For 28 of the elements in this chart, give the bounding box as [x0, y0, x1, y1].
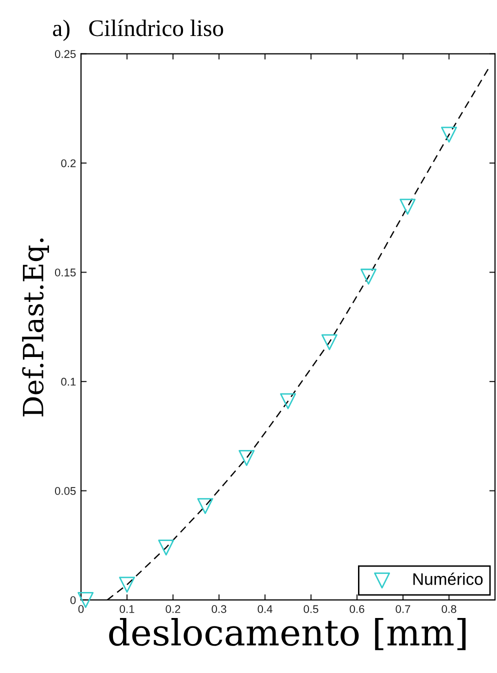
x-tick-label: 0.2: [166, 605, 180, 613]
x-axis-title: deslocamento [mm]: [109, 618, 466, 650]
point: [400, 198, 416, 215]
point: [441, 126, 457, 143]
point: [158, 540, 174, 556]
point: [197, 498, 214, 514]
y-tick-label: 0.25: [54, 50, 76, 58]
y-tick-label: 0.15: [54, 268, 76, 276]
x-tick-label: 0.7: [396, 605, 410, 613]
chart-title: a) Cilíndrico liso: [53, 20, 224, 42]
point: [238, 450, 255, 466]
y-tick-label: 0.1: [61, 378, 76, 386]
y-tick-label: 0.2: [61, 159, 76, 168]
x-tick-label: 0.6: [350, 605, 364, 613]
point: [119, 576, 135, 593]
y-axis-title: Def.Plast.Eq.: [22, 238, 49, 416]
x-tick-label: 0.5: [304, 605, 318, 613]
x-tick-label: 0.8: [442, 605, 456, 613]
y-tick-label: 0.05: [54, 487, 76, 495]
x-tick-label: 0.1: [120, 605, 134, 613]
x-tick-label: 0: [78, 605, 84, 613]
point: [280, 393, 296, 410]
x-tick-label: 0.3: [212, 605, 226, 613]
legend-label: Numérico: [413, 572, 483, 586]
y-tick-label: 0: [70, 596, 76, 604]
point: [321, 334, 338, 350]
point: [360, 268, 376, 285]
x-tick-label: 0.4: [258, 605, 272, 613]
